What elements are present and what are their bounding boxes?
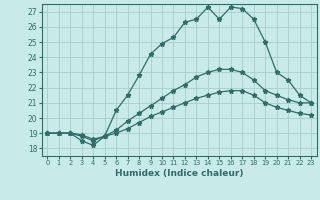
X-axis label: Humidex (Indice chaleur): Humidex (Indice chaleur) [115, 169, 244, 178]
